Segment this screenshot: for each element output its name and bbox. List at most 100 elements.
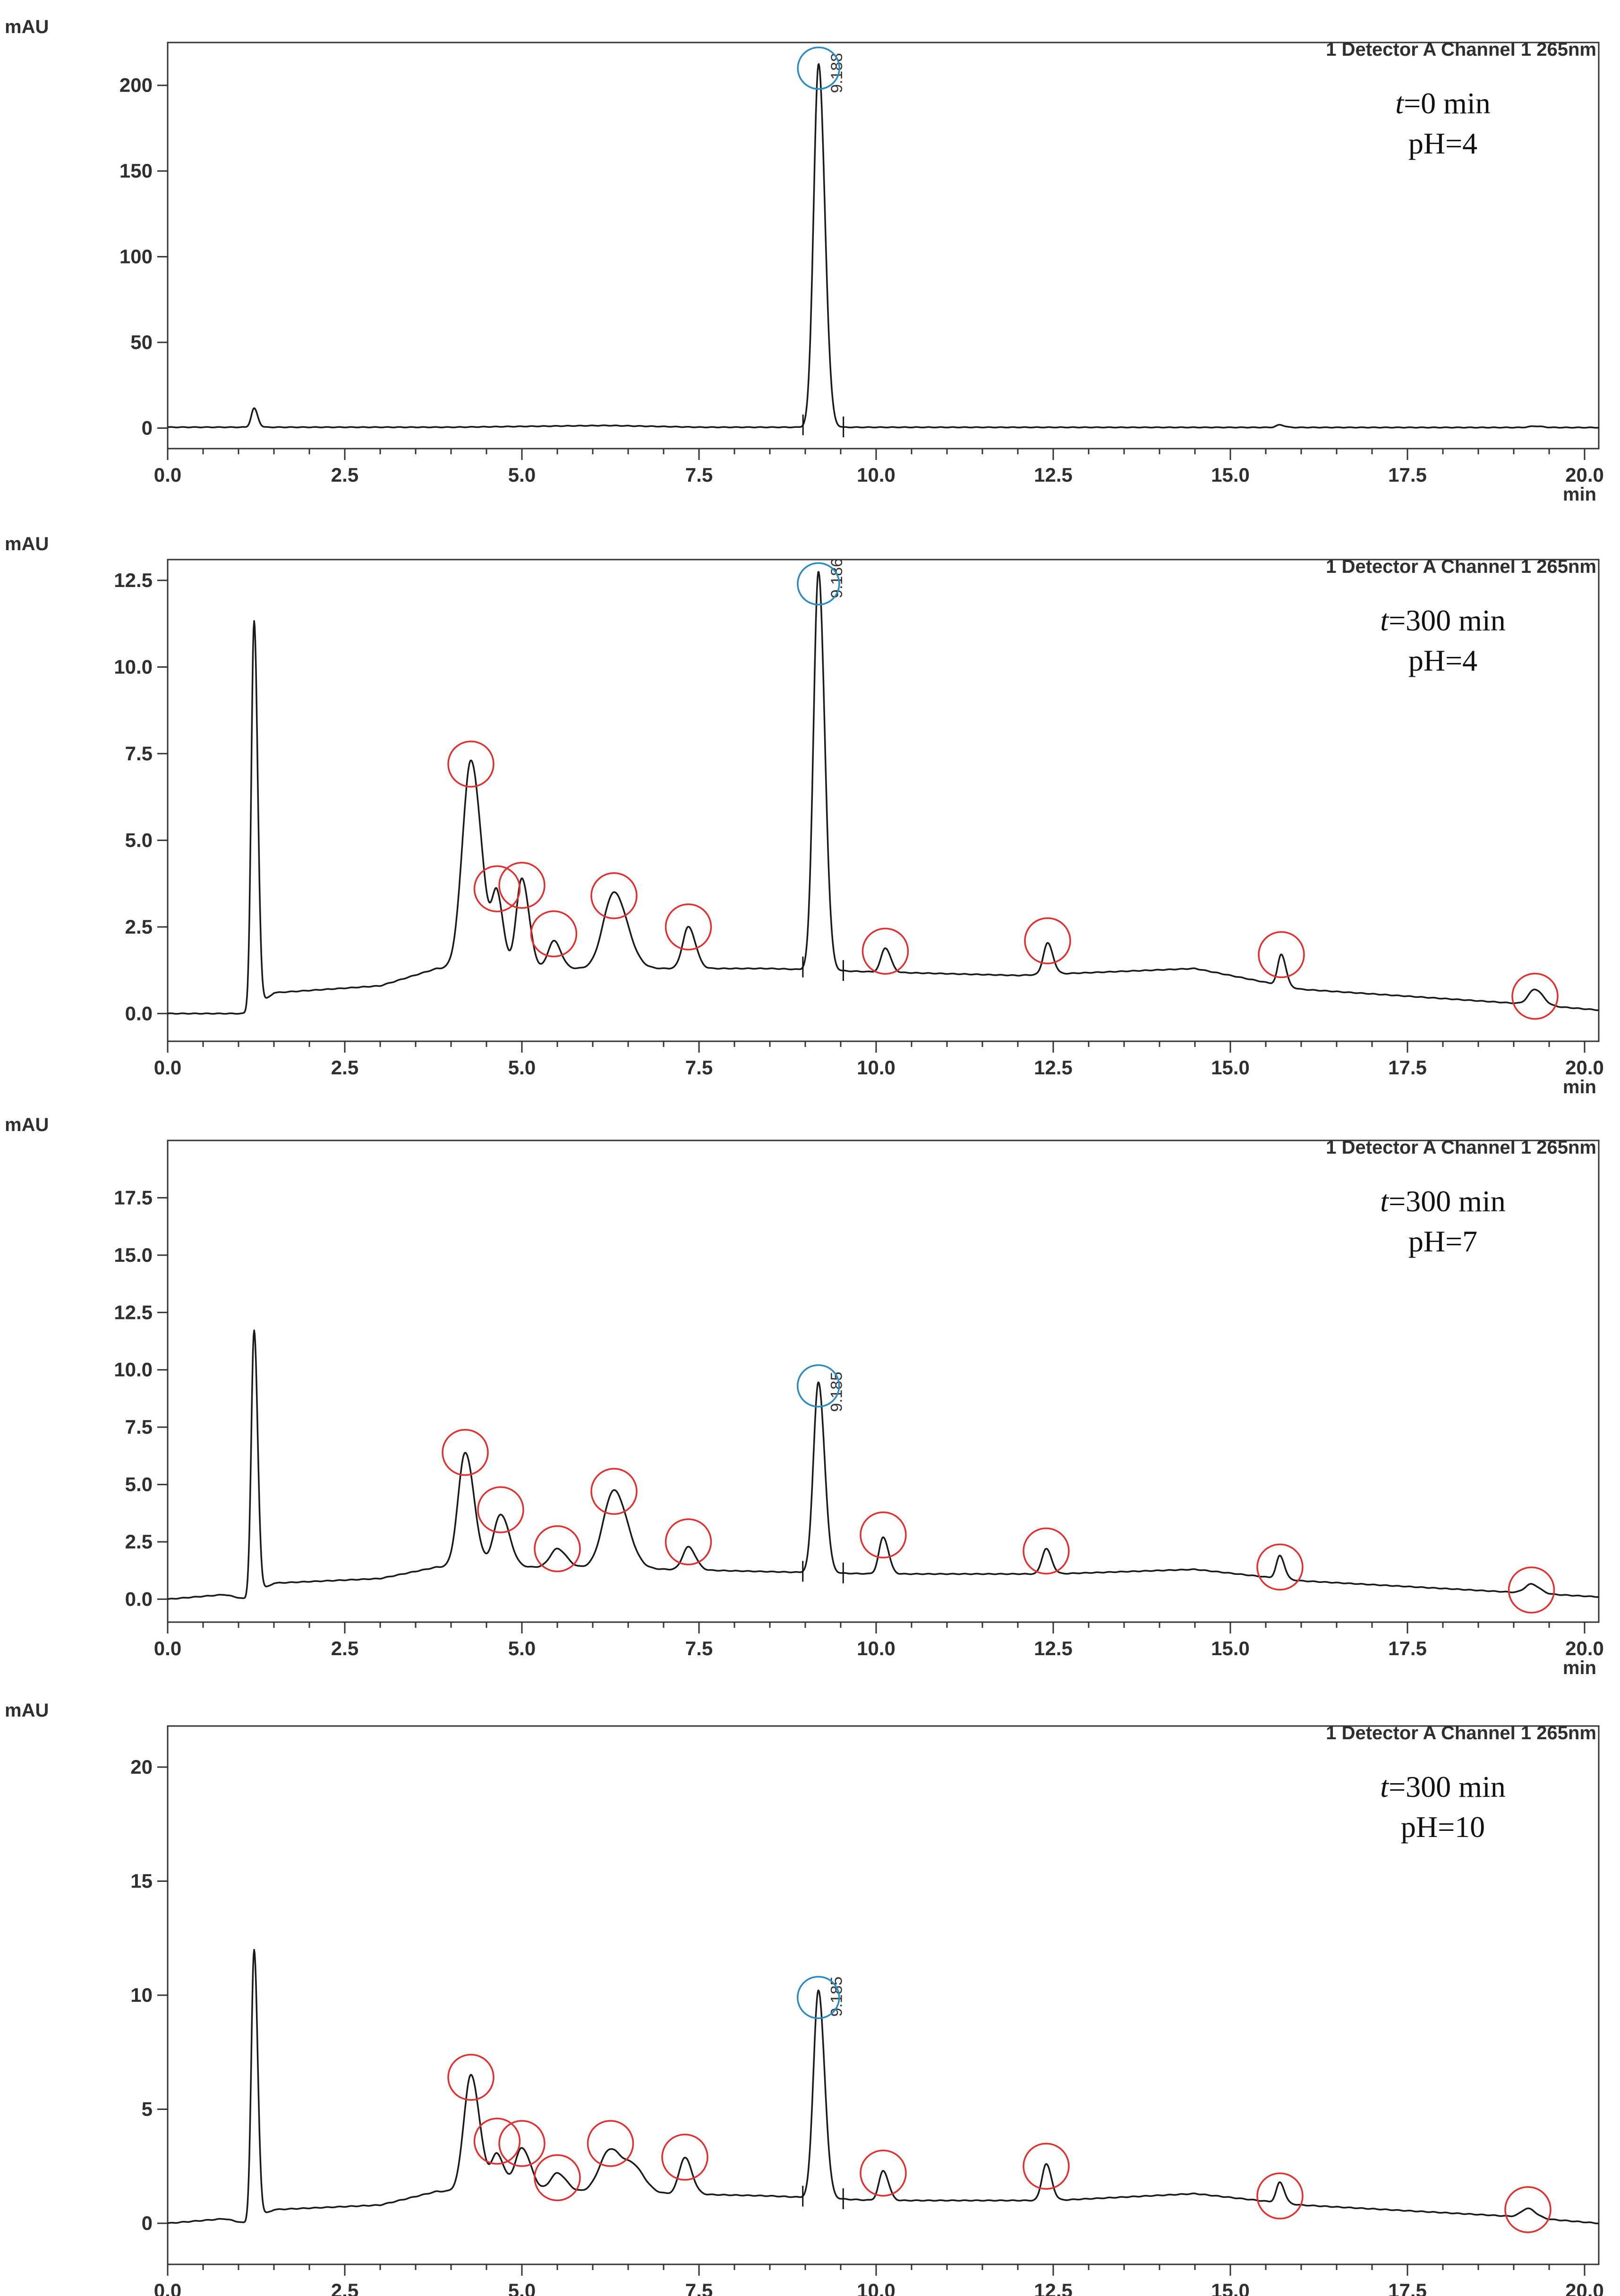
condition-time-value: =0 min — [1404, 86, 1491, 120]
degradation-product-circle — [1023, 1527, 1070, 1575]
detector-label: 1 Detector A Channel 1 265nm — [1326, 556, 1596, 577]
y-tick-label: 0.0 — [125, 1002, 153, 1024]
x-tick-label: 10.0 — [857, 1637, 895, 1659]
x-tick-label: 5.0 — [508, 1056, 536, 1079]
detector-label: 1 Detector A Channel 1 265nm — [1326, 1137, 1596, 1158]
degradation-product-circle — [1258, 931, 1305, 978]
degradation-product-circle — [1024, 917, 1071, 964]
y-tick-label: 50 — [130, 331, 153, 353]
condition-time-value: =300 min — [1389, 1770, 1506, 1803]
condition-time-label: t=0 min — [1395, 86, 1490, 120]
x-tick-label: 17.5 — [1388, 1056, 1427, 1079]
degradation-product-circle — [534, 2154, 581, 2202]
degradation-product-circle — [860, 2150, 907, 2197]
x-tick-label: 10.0 — [857, 2279, 895, 2296]
retention-time-label: 9.185 — [828, 1372, 846, 1412]
condition-ph-label: pH=7 — [1408, 1225, 1477, 1258]
degradation-product-circle — [590, 872, 638, 919]
y-tick-label: 12.5 — [114, 569, 153, 591]
chromatogram-panel-4: mAU 1 Detector A Channel 1 265nm 0 5 10 15 20 0… — [5, 1700, 1604, 2296]
y-tick-label: 2.5 — [125, 916, 153, 938]
y-tick-label: 7.5 — [125, 1416, 153, 1438]
x-tick-label: 12.5 — [1034, 1056, 1073, 1079]
x-tick-label: 15.0 — [1211, 1637, 1250, 1659]
x-tick-label: 2.5 — [331, 1637, 358, 1659]
x-tick-label: 7.5 — [685, 464, 713, 486]
degradation-product-circle — [473, 865, 521, 912]
retention-time-label: 9.185 — [828, 1976, 846, 2016]
x-tick-label: 5.0 — [508, 2279, 536, 2296]
degradation-product-circle — [590, 1468, 638, 1515]
condition-time-label: t=300 min — [1380, 1184, 1505, 1218]
x-tick-label: 20.0 — [1565, 1056, 1604, 1079]
x-tick-label: 20.0 — [1565, 464, 1604, 486]
x-tick-label: 10.0 — [857, 464, 895, 486]
degradation-product-circle — [477, 1486, 524, 1533]
x-tick-label: 2.5 — [331, 1056, 358, 1079]
condition-time-variable: t — [1380, 1184, 1390, 1218]
x-tick-label: 12.5 — [1034, 464, 1073, 486]
chromatogram-trace — [167, 1948, 1599, 2225]
y-tick-label: 15.0 — [114, 1244, 153, 1266]
plot-frame — [167, 559, 1600, 1042]
chromatogram-panel-1: mAU 1 Detector A Channel 1 265nm 0 50 100 150… — [5, 17, 1604, 505]
plot-frame — [167, 1725, 1600, 2265]
condition-time-label: t=300 min — [1380, 1770, 1505, 1803]
y-tick-label: 100 — [119, 246, 153, 268]
x-tick-label: 2.5 — [331, 464, 358, 486]
degradation-product-circle — [447, 740, 495, 788]
y-tick-label: 10 — [130, 1984, 153, 2006]
y-tick-label: 5.0 — [125, 829, 153, 851]
y-axis-unit-label: mAU — [5, 534, 49, 554]
parent-peak-circle — [797, 46, 840, 90]
plot-frame — [167, 1139, 1600, 1623]
y-tick-label: 200 — [119, 74, 153, 96]
y-tick-label: 10.0 — [114, 1359, 153, 1381]
condition-ph-label: pH=10 — [1401, 1810, 1485, 1844]
degradation-product-circle — [447, 2054, 495, 2101]
degradation-product-circle — [534, 1525, 581, 1573]
x-axis-unit-label: min — [1563, 1077, 1596, 1097]
x-tick-label: 17.5 — [1388, 2279, 1427, 2296]
y-tick-label: 10.0 — [114, 655, 153, 678]
condition-ph-label: pH=4 — [1408, 644, 1477, 677]
degradation-product-circle — [473, 2117, 521, 2165]
y-tick-label: 0 — [142, 417, 153, 439]
degradation-product-circle — [1508, 1566, 1555, 1614]
x-tick-label: 7.5 — [685, 1637, 713, 1659]
x-tick-label: 15.0 — [1211, 1056, 1250, 1079]
condition-ph-label: pH=4 — [1408, 127, 1477, 160]
condition-time-value: =300 min — [1389, 1184, 1506, 1218]
condition-time-value: =300 min — [1389, 604, 1506, 637]
x-tick-label: 0.0 — [154, 1056, 181, 1079]
detector-label: 1 Detector A Channel 1 265nm — [1326, 39, 1596, 60]
chromatogram-trace — [167, 63, 1599, 429]
degradation-product-circle — [665, 1518, 712, 1565]
degradation-product-circle — [1256, 1543, 1304, 1591]
y-tick-label: 2.5 — [125, 1531, 153, 1553]
x-tick-label: 17.5 — [1388, 1637, 1427, 1659]
y-tick-label: 150 — [119, 160, 153, 182]
chromatogram-panel-2: mAU 1 Detector A Channel 1 265nm 0.0 2.5 5.0… — [5, 534, 1604, 1097]
x-tick-label: 0.0 — [154, 464, 181, 486]
x-tick-label: 5.0 — [508, 464, 536, 486]
y-axis-unit-label: mAU — [5, 1114, 49, 1135]
degradation-product-circle — [661, 2134, 708, 2181]
degradation-product-circle — [587, 2120, 634, 2167]
retention-time-label: 9.186 — [828, 558, 846, 598]
y-tick-label: 7.5 — [125, 742, 153, 765]
x-tick-label: 20.0 — [1565, 2279, 1604, 2296]
y-tick-label: 20 — [130, 1756, 153, 1778]
x-tick-label: 5.0 — [508, 1637, 536, 1659]
degradation-product-circle — [498, 862, 546, 909]
degradation-product-circle — [1504, 2186, 1552, 2233]
parent-peak-circle — [797, 1976, 840, 2019]
chromatogram-trace — [167, 1329, 1599, 1600]
degradation-product-circle — [1256, 2172, 1304, 2219]
x-tick-label: 12.5 — [1034, 2279, 1073, 2296]
degradation-product-circle — [665, 903, 712, 951]
x-tick-label: 0.0 — [154, 1637, 181, 1659]
y-tick-label: 0 — [142, 2212, 153, 2234]
x-tick-label: 20.0 — [1565, 1637, 1604, 1659]
y-tick-label: 5.0 — [125, 1473, 153, 1496]
